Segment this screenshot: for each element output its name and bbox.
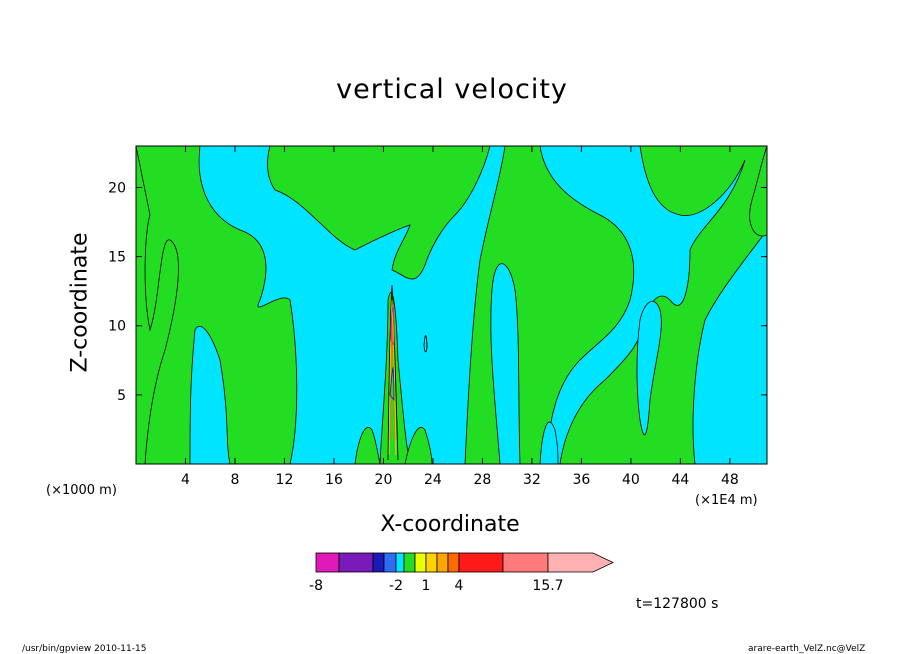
colorbar-swatch	[547, 552, 614, 573]
plot-frame	[135, 145, 768, 465]
x-axis: 4 8 12 16 20 24 28 32 36 40 44 48	[181, 146, 739, 488]
colorbar-swatch	[338, 552, 374, 573]
x-unit-right: (×1E4 m)	[695, 493, 758, 508]
positive-region	[464, 146, 635, 464]
colorbar-label: -8	[309, 578, 323, 594]
time-label: t=127800 s	[636, 596, 719, 612]
contour-field	[136, 146, 767, 464]
y-axis-label: Z-coordinate	[67, 232, 93, 373]
colorbar-swatch	[383, 552, 397, 573]
chart-title: vertical velocity	[336, 74, 568, 105]
colorbar-swatch	[425, 552, 438, 573]
x-unit-left: (×1000 m)	[46, 483, 117, 498]
negative-region	[539, 421, 559, 464]
negative-region	[636, 300, 662, 436]
x-tick-label: 16	[325, 472, 343, 488]
positive-region	[354, 427, 381, 464]
colorbar-swatch	[436, 552, 449, 573]
colorbar-swatch	[403, 552, 416, 573]
colorbar-label: 4	[455, 578, 464, 594]
positive-region	[404, 427, 433, 464]
colorbar: -8 -2 1 4 15.7	[309, 552, 614, 594]
positive-region	[379, 292, 411, 464]
y-tick-label: 10	[108, 319, 126, 335]
footer-left: /usr/bin/gpview 2010-11-15	[22, 644, 147, 654]
colorbar-swatch	[372, 552, 385, 573]
colorbar-label: 15.7	[532, 578, 563, 594]
colorbar-swatch	[458, 552, 504, 573]
positive-region	[749, 146, 767, 237]
y-axis: 5 10 15 20	[108, 180, 767, 404]
x-tick-label: 20	[375, 472, 393, 488]
colorbar-swatch	[315, 552, 340, 573]
x-tick-label: 12	[276, 472, 294, 488]
x-tick-label: 44	[671, 472, 689, 488]
footer-right: arare-earth_VelZ.nc@VelZ	[748, 644, 866, 654]
x-tick-label: 8	[231, 472, 240, 488]
x-tick-label: 24	[424, 472, 442, 488]
positive-region	[136, 146, 298, 464]
colorbar-swatch	[395, 552, 405, 573]
strong-updraft-core	[387, 284, 428, 461]
x-tick-label: 40	[622, 472, 640, 488]
positive-region	[267, 146, 491, 280]
x-tick-label: 48	[721, 472, 739, 488]
x-axis-label: X-coordinate	[380, 512, 520, 537]
x-tick-label: 4	[181, 472, 190, 488]
x-tick-label: 36	[572, 472, 590, 488]
positive-region	[136, 146, 179, 464]
colorbar-swatch	[447, 552, 460, 573]
colorbar-swatch	[502, 552, 549, 573]
y-tick-label: 15	[108, 250, 126, 266]
colorbar-swatch	[414, 552, 427, 573]
x-tick-label: 28	[474, 472, 492, 488]
y-tick-label: 5	[117, 388, 126, 404]
x-tick-label: 32	[523, 472, 541, 488]
colorbar-label: 1	[422, 578, 431, 594]
y-tick-label: 20	[108, 180, 126, 196]
colorbar-label: -2	[389, 578, 403, 594]
